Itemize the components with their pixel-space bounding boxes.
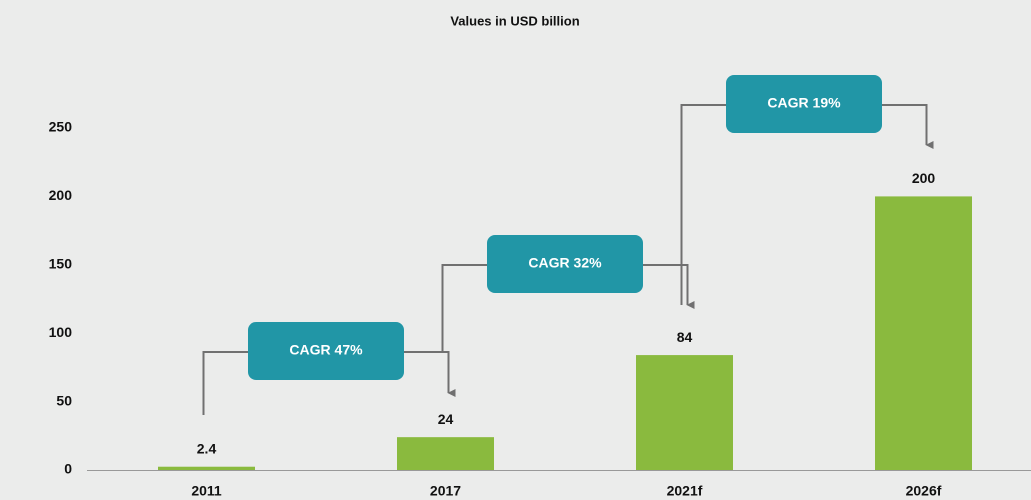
value-label: 84 bbox=[677, 329, 693, 345]
y-tick-label: 100 bbox=[49, 324, 73, 340]
annotation-box bbox=[248, 322, 404, 380]
x-tick-label: 2011 bbox=[191, 483, 222, 499]
annotation-box bbox=[726, 75, 882, 133]
y-tick-label: 0 bbox=[64, 461, 72, 477]
value-label: 2.4 bbox=[197, 440, 217, 456]
chart-title: Values in USD billion bbox=[450, 13, 579, 28]
annotation-label: CAGR 47% bbox=[289, 342, 363, 358]
x-tick-label: 2017 bbox=[430, 483, 461, 499]
x-tick-label: 2021f bbox=[667, 483, 703, 499]
bar bbox=[158, 466, 255, 470]
bar bbox=[875, 196, 972, 470]
bar bbox=[636, 355, 733, 470]
y-tick-label: 250 bbox=[49, 119, 73, 135]
x-tick-label: 2026f bbox=[906, 483, 942, 499]
bar bbox=[397, 437, 494, 470]
annotation-label: CAGR 32% bbox=[528, 255, 602, 271]
y-tick-label: 150 bbox=[49, 256, 73, 272]
value-label: 24 bbox=[438, 411, 454, 427]
y-tick-label: 50 bbox=[56, 392, 72, 408]
value-label: 200 bbox=[912, 170, 936, 186]
y-tick-label: 200 bbox=[49, 187, 73, 203]
annotation-box bbox=[487, 235, 643, 293]
annotation-label: CAGR 19% bbox=[767, 95, 841, 111]
